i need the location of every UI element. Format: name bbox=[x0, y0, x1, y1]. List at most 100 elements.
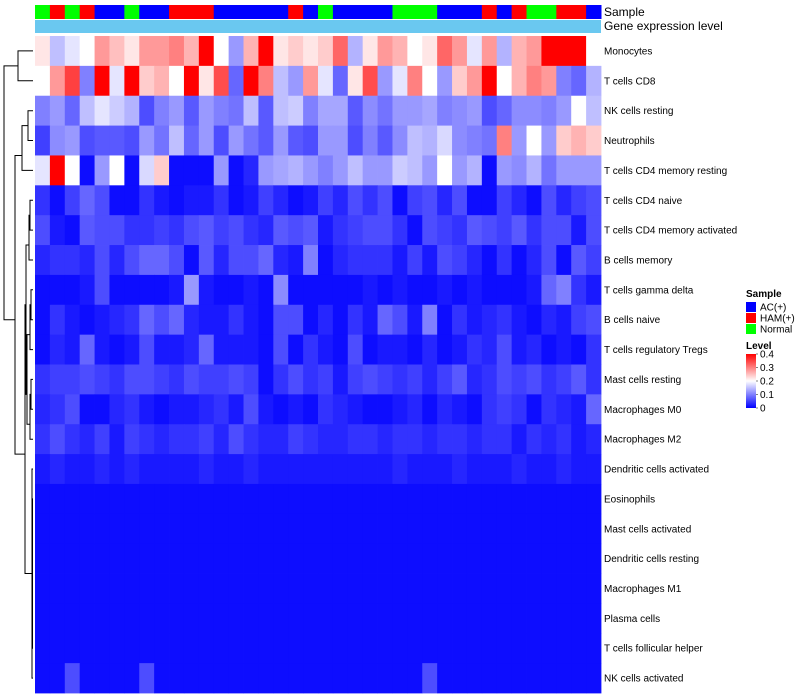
heatmap-cell bbox=[109, 65, 125, 97]
heatmap-cell bbox=[139, 245, 155, 276]
heatmap-cell bbox=[318, 334, 334, 365]
heatmap-cell bbox=[526, 245, 542, 276]
heatmap-cell bbox=[377, 215, 393, 246]
heatmap-cell bbox=[94, 663, 110, 694]
heatmap-cell bbox=[35, 454, 51, 485]
heatmap-cell bbox=[258, 513, 274, 545]
heatmap-cell bbox=[198, 65, 215, 97]
row-label: T cells CD4 naive bbox=[604, 196, 683, 207]
heatmap-cell bbox=[437, 603, 453, 634]
heatmap-cell bbox=[124, 334, 140, 365]
heatmap-cell bbox=[198, 36, 215, 67]
heatmap-cell bbox=[243, 543, 259, 574]
heatmap-cell bbox=[303, 543, 319, 574]
heatmap-cell bbox=[347, 155, 364, 186]
heatmap-cell bbox=[437, 185, 453, 216]
row-label: B cells memory bbox=[604, 256, 672, 267]
heatmap-cell bbox=[407, 603, 423, 634]
heatmap-cell bbox=[571, 543, 587, 574]
heatmap-cell bbox=[392, 454, 408, 485]
heatmap-cell bbox=[318, 454, 334, 485]
heatmap-cell bbox=[35, 215, 51, 246]
heatmap-cell bbox=[511, 95, 527, 126]
heatmap-cell bbox=[466, 603, 483, 634]
heatmap-cell bbox=[437, 543, 453, 574]
heatmap-cell bbox=[258, 543, 274, 574]
heatmap-cell bbox=[303, 633, 319, 664]
heatmap-cell bbox=[154, 454, 170, 485]
heatmap-cell bbox=[258, 125, 274, 156]
heatmap-cell bbox=[377, 155, 393, 186]
heatmap-cell bbox=[586, 245, 602, 276]
dendrogram-branch bbox=[3, 65, 18, 321]
heatmap-cell bbox=[213, 125, 230, 156]
heatmap-cell bbox=[243, 215, 259, 246]
heatmap-cell bbox=[213, 573, 230, 604]
heatmap-cell bbox=[437, 513, 453, 545]
heatmap-cell bbox=[496, 274, 513, 306]
heatmap-cell bbox=[288, 155, 304, 186]
heatmap-cell bbox=[183, 424, 200, 455]
heatmap-cell bbox=[422, 603, 438, 634]
heatmap-cell bbox=[422, 125, 438, 156]
heatmap-cell bbox=[243, 274, 259, 306]
heatmap-cell bbox=[124, 394, 140, 425]
heatmap-cell bbox=[571, 95, 587, 126]
row-label: Plasma cells bbox=[604, 614, 660, 625]
heatmap-cell bbox=[169, 185, 185, 216]
row-label: NK cells activated bbox=[604, 674, 683, 685]
heatmap-cell bbox=[303, 185, 319, 216]
heatmap-cell bbox=[586, 95, 602, 126]
heatmap-cell bbox=[35, 483, 51, 515]
heatmap-cell bbox=[541, 245, 557, 276]
heatmap-cell bbox=[362, 424, 378, 455]
heatmap-cell bbox=[243, 424, 259, 455]
heatmap-cell bbox=[154, 95, 170, 126]
heatmap-cell bbox=[79, 663, 95, 694]
row-dendrogram bbox=[3, 50, 33, 679]
heatmap-cell bbox=[64, 185, 81, 216]
heatmap-cell bbox=[139, 454, 155, 485]
heatmap-cell bbox=[407, 633, 423, 664]
heatmap-cell bbox=[481, 454, 498, 485]
heatmap-cell bbox=[35, 36, 51, 67]
heatmap-cell bbox=[228, 513, 244, 545]
heatmap-cell bbox=[407, 36, 423, 67]
heatmap-cell bbox=[362, 36, 378, 67]
heatmap-cell bbox=[347, 36, 364, 67]
heatmap-cell bbox=[198, 155, 215, 186]
heatmap-cell bbox=[169, 483, 185, 515]
heatmap-cell bbox=[556, 334, 572, 365]
heatmap-cell bbox=[362, 65, 378, 97]
heatmap-cell bbox=[318, 633, 334, 664]
heatmap-cell bbox=[511, 573, 527, 604]
heatmap-cell bbox=[526, 215, 542, 246]
heatmap-cell bbox=[198, 245, 215, 276]
heatmap-cell bbox=[49, 95, 66, 126]
heatmap-cell bbox=[64, 334, 81, 365]
heatmap-cell bbox=[35, 274, 51, 306]
heatmap-cell bbox=[332, 663, 349, 694]
heatmap-cell bbox=[318, 125, 334, 156]
heatmap-cell bbox=[169, 125, 185, 156]
heatmap-cell bbox=[377, 334, 393, 365]
heatmap-cell bbox=[466, 334, 483, 365]
sample-annotation-cell bbox=[556, 5, 572, 19]
heatmap-cell bbox=[183, 364, 200, 395]
heatmap-cell bbox=[541, 483, 557, 515]
heatmap-cell bbox=[392, 274, 408, 306]
heatmap-cell bbox=[332, 125, 349, 156]
heatmap-cell bbox=[94, 95, 110, 126]
legend: Sample AC(+)HAM(+)Normal Level 0.4 0.3 0.2… bbox=[746, 289, 795, 415]
dendrogram-branch bbox=[29, 199, 33, 231]
heatmap-cell bbox=[452, 364, 468, 395]
heatmap-cell bbox=[49, 603, 66, 634]
heatmap-cell bbox=[139, 394, 155, 425]
heatmap-cell bbox=[288, 513, 304, 545]
heatmap-cell bbox=[273, 125, 289, 156]
heatmap-cell bbox=[288, 334, 304, 365]
heatmap-cell bbox=[452, 573, 468, 604]
heatmap-cell bbox=[452, 304, 468, 336]
heatmap-cell bbox=[437, 36, 453, 67]
dendrogram-branch bbox=[29, 393, 33, 440]
